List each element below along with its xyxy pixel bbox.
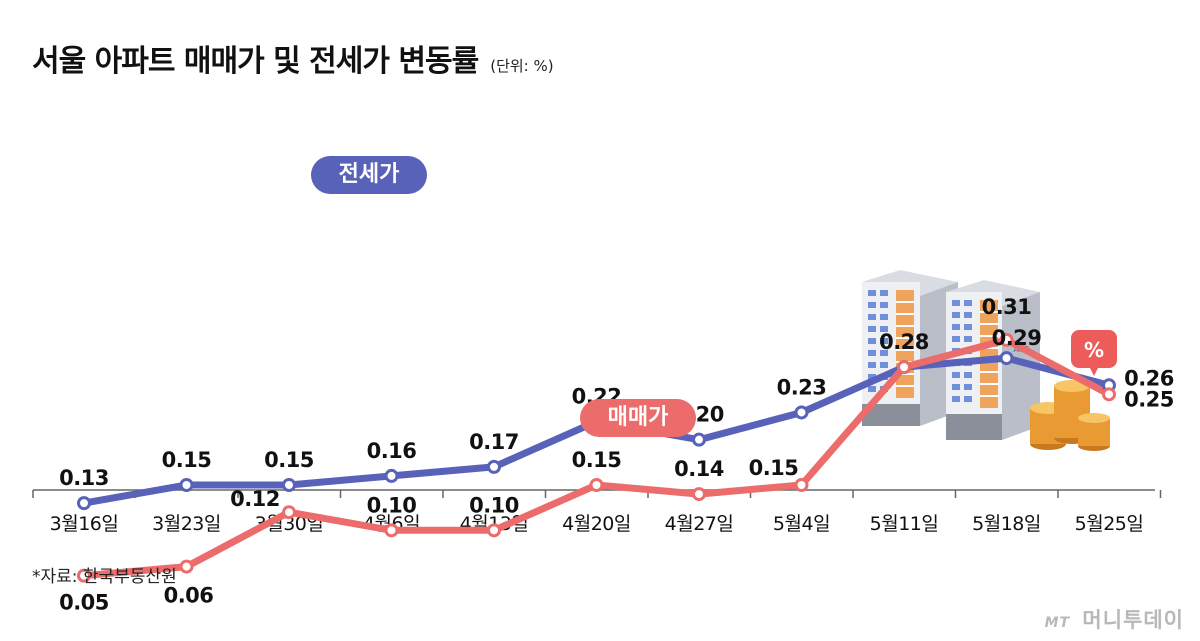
apartment-building-icon: APT (946, 280, 1040, 440)
data-point-maemae (692, 487, 706, 502)
legend-maemae: 매매가 (580, 399, 696, 437)
legend-jeonse: 전세가 (311, 156, 427, 194)
data-label-maemae: 0.12 (230, 487, 280, 511)
data-label-jeonse: 0.15 (264, 448, 314, 472)
title-block: 서울 아파트 매매가 및 전세가 변동률 (단위: %) (32, 36, 554, 80)
data-label-maemae: 0.10 (469, 493, 519, 517)
x-tick-label: 4월27일 (665, 513, 734, 535)
data-point-jeonse (179, 477, 194, 492)
data-label-maemae: 0.15 (572, 448, 622, 472)
data-point-jeonse (487, 459, 501, 474)
data-label-maemae: 0.25 (1124, 387, 1174, 411)
x-tick-label: 4월20일 (562, 513, 631, 535)
x-tick-label: 3월16일 (50, 513, 119, 535)
data-label-jeonse: 0.16 (367, 439, 417, 463)
data-point-maemae (794, 477, 809, 492)
data-point-maemae (384, 523, 399, 538)
source-note: *자료: 한국부동산원 (32, 567, 177, 587)
data-point-jeonse (692, 432, 706, 447)
data-label-maemae: 0.28 (879, 330, 929, 354)
data-label-jeonse: 0.23 (777, 375, 827, 399)
x-tick-label: 5월25일 (1075, 513, 1144, 535)
data-point-jeonse (77, 496, 91, 511)
data-label-jeonse: 0.29 (992, 326, 1042, 350)
data-point-jeonse (282, 477, 296, 492)
data-label-maemae: 0.05 (59, 591, 109, 615)
data-point-maemae (999, 332, 1014, 347)
data-label-jeonse: 0.15 (162, 448, 212, 472)
data-point-maemae (897, 360, 911, 375)
apartment-coins-illustration: APT (862, 270, 1117, 451)
data-point-jeonse (999, 351, 1014, 366)
data-label-jeonse: 0.26 (1124, 366, 1174, 390)
data-point-maemae (1102, 387, 1116, 402)
data-label-maemae: 0.31 (982, 295, 1032, 319)
data-label-jeonse: 0.17 (469, 430, 519, 454)
data-label-jeonse: 0.13 (59, 466, 109, 490)
brand-mt-icon: MT (1044, 615, 1071, 631)
data-point-jeonse (384, 468, 399, 483)
x-tick-label: 3월23일 (152, 513, 221, 535)
brand-name: 머니투데이 (1082, 608, 1184, 632)
x-tick-label: 5월18일 (972, 513, 1041, 535)
data-point-maemae (77, 568, 91, 583)
svg-text:%: % (1084, 338, 1104, 362)
data-point-maemae (487, 523, 501, 538)
data-point-maemae (589, 477, 604, 492)
brand-logo: MT 머니투데이 (1045, 604, 1184, 634)
chart-unit: (단위: %) (490, 57, 554, 75)
x-axis: 3월16일3월23일3월30일4월6일4월13일4월20일4월27일5월4일5월… (32, 489, 1162, 535)
x-tick-label: 5월11일 (870, 513, 939, 535)
data-point-maemae (282, 505, 296, 520)
data-label-maemae: 0.10 (367, 493, 417, 517)
data-point-maemae (179, 559, 194, 574)
data-label-maemae: 0.15 (749, 456, 799, 480)
chart-title: 서울 아파트 매매가 및 전세가 변동률 (32, 44, 479, 79)
data-point-jeonse (794, 405, 809, 420)
data-label-maemae: 0.14 (674, 457, 724, 481)
data-label-maemae: 0.06 (164, 584, 214, 608)
x-tick-label: 5월4일 (773, 513, 830, 535)
percent-badge-icon: % (1071, 330, 1117, 376)
